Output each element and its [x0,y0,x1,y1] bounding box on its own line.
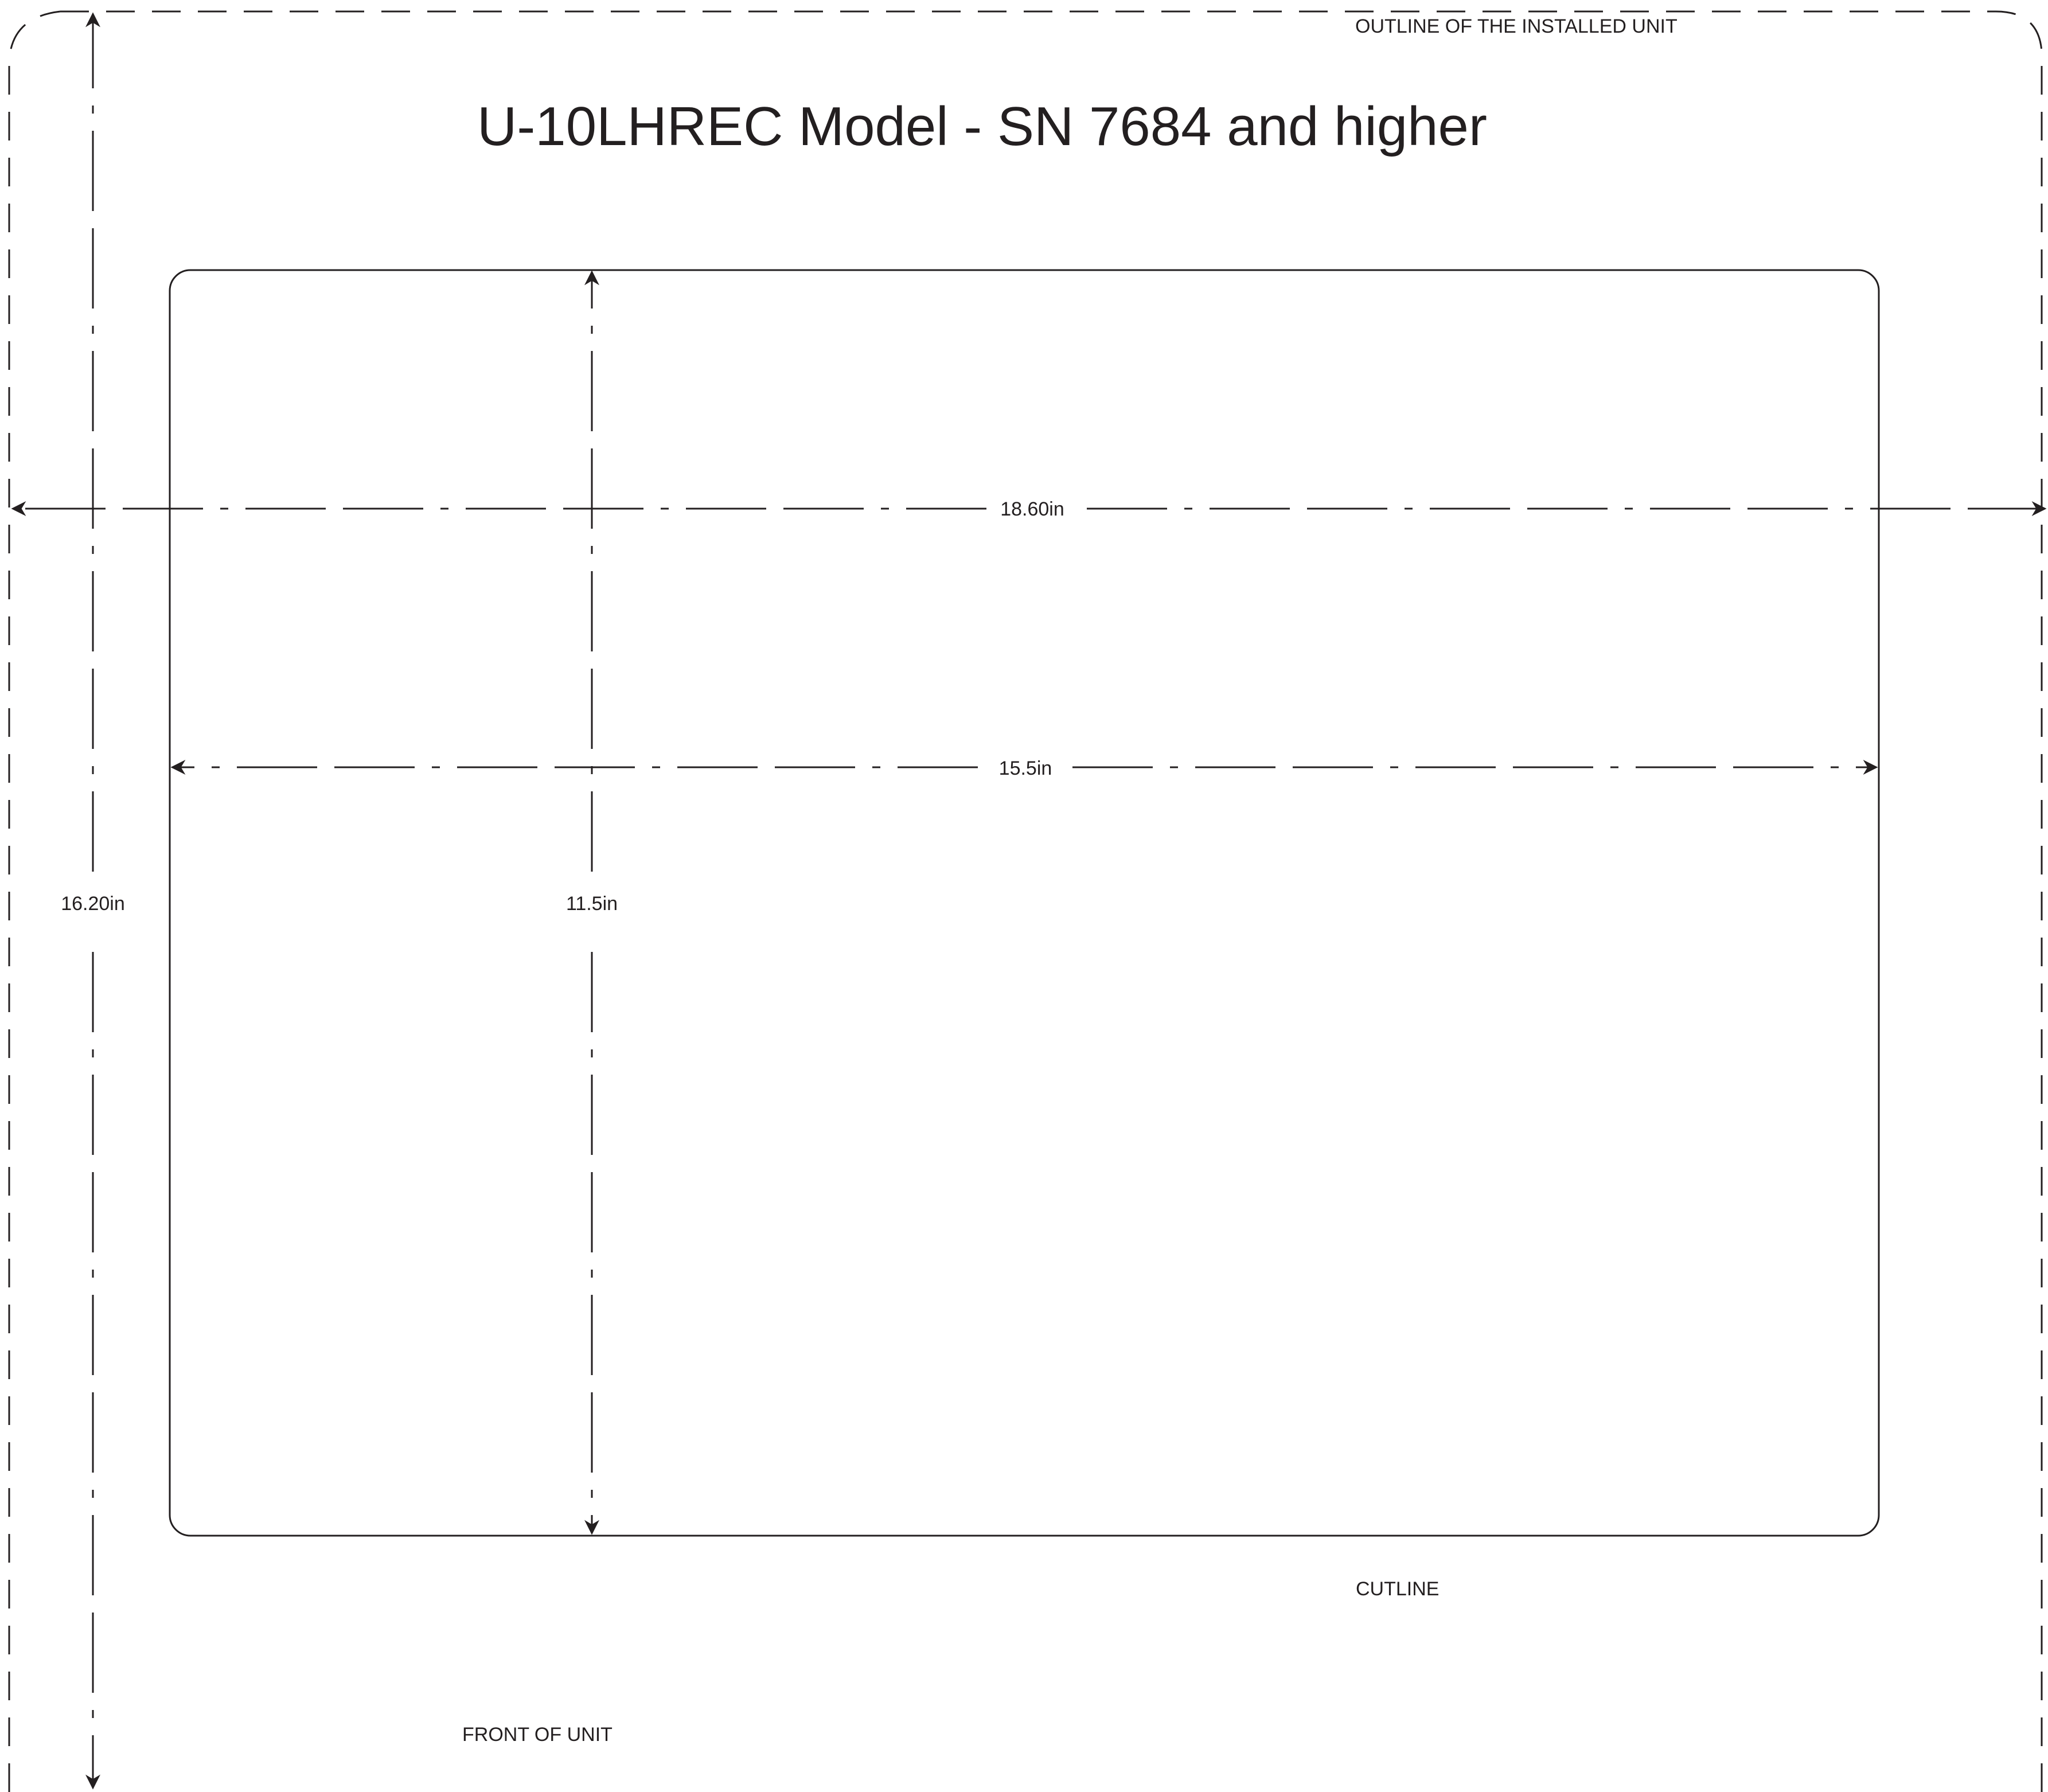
outline-depth-label: 16.20in [61,893,125,915]
outline-width-label: 18.60in [1000,498,1064,520]
cutline-label: CUTLINE [1356,1578,1439,1600]
cutout-width-label: 15.5in [999,758,1052,779]
front-of-unit-label: FRONT OF UNIT [462,1724,613,1746]
cutline-rectangle [169,269,1880,1537]
outline-label: OUTLINE OF THE INSTALLED UNIT [1355,15,1678,37]
diagram-title: U-10LHREC Model - SN 7684 and higher [477,96,1487,157]
installed-unit-outline [8,10,2043,1792]
cutout-depth-label: 11.5in [566,893,618,915]
